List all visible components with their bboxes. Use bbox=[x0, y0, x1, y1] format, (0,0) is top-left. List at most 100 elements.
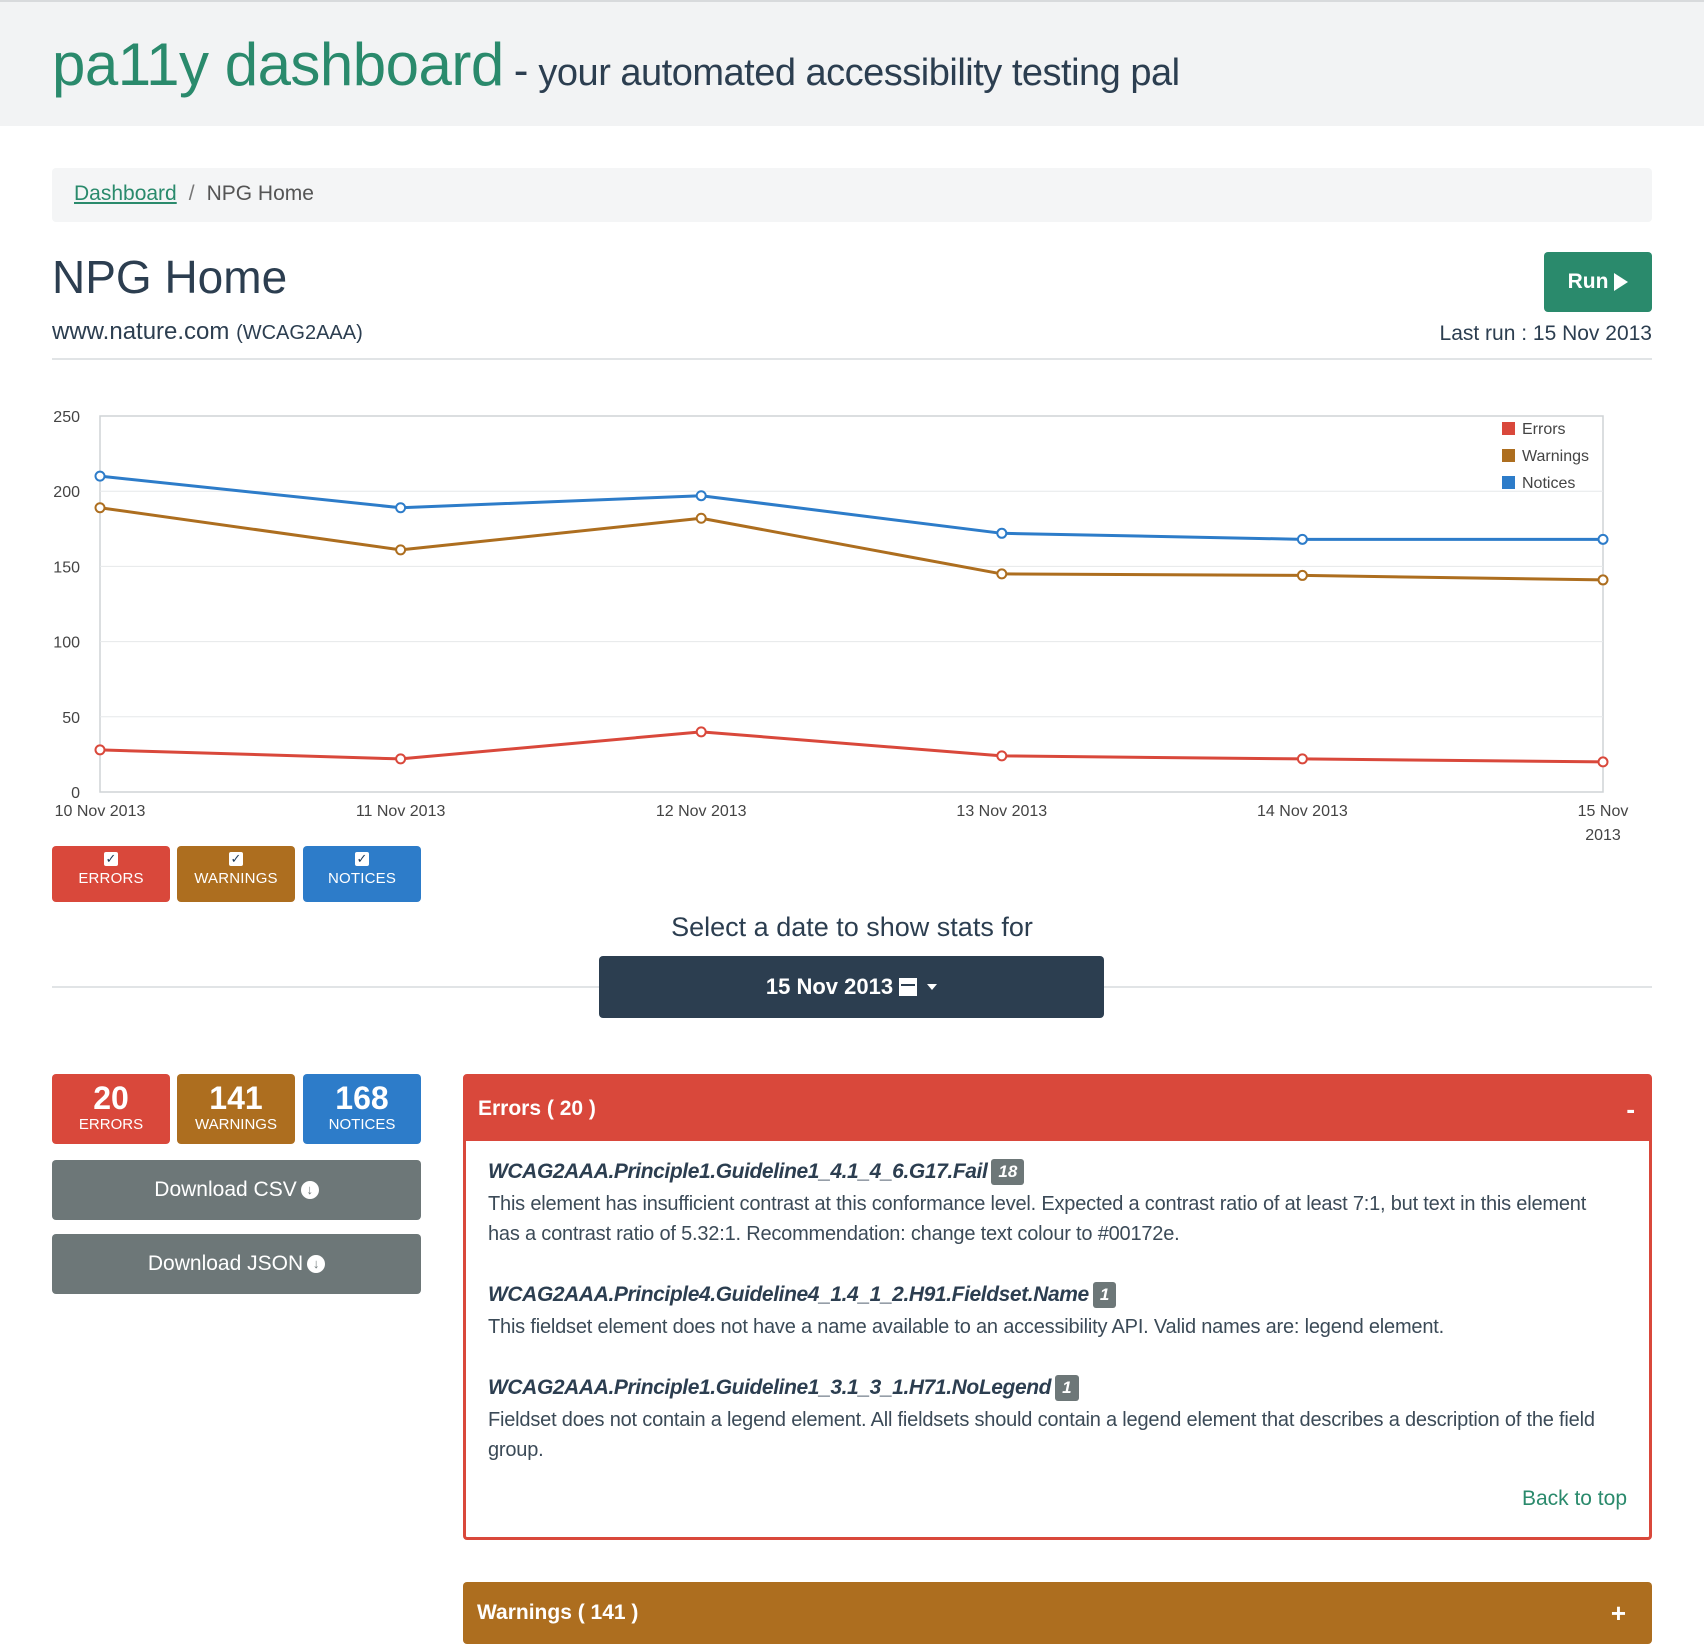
task-standard: (WCAG2AAA) bbox=[236, 322, 363, 344]
errors-count[interactable]: 20 ERRORS bbox=[52, 1074, 170, 1144]
issue-item: WCAG2AAA.Principle1.Guideline1_3.1_3_1.H… bbox=[488, 1375, 1613, 1465]
errors-count-value: 20 bbox=[93, 1080, 129, 1116]
warnings-legend-label: Warnings bbox=[1522, 448, 1589, 465]
y-tick-label: 150 bbox=[53, 559, 80, 576]
y-tick-label: 0 bbox=[71, 785, 80, 802]
errors-series-line bbox=[99, 730, 1604, 764]
breadcrumb-current: NPG Home bbox=[206, 182, 314, 205]
task-url: www.nature.com (WCAG2AAA) bbox=[52, 318, 363, 346]
errors-checkbox-icon[interactable]: ✓ bbox=[104, 851, 118, 866]
issue-code: WCAG2AAA.Principle1.Guideline1_4.1_4_6.G… bbox=[488, 1160, 988, 1183]
results-chart: 0 50 100 150 200 250 10 Nov 2013 11 Nov 2013 12… bbox=[53, 409, 1629, 844]
issue-count-badge: 18 bbox=[991, 1159, 1025, 1185]
issue-item: WCAG2AAA.Principle4.Guideline4_1.4_1_2.H… bbox=[488, 1282, 1613, 1342]
warnings-checkbox-icon[interactable]: ✓ bbox=[229, 851, 243, 866]
errors-panel: Errors ( 20 ) - WCAG2AAA.Principle1.Guid… bbox=[463, 1074, 1652, 1540]
notices-legend-swatch bbox=[1502, 476, 1515, 489]
warnings-data-point bbox=[695, 512, 707, 524]
chart-grid bbox=[99, 415, 1604, 793]
notices-data-point bbox=[1296, 533, 1308, 545]
brand-tagline: your automated accessibility testing pal bbox=[538, 52, 1180, 94]
errors-legend-swatch bbox=[1502, 422, 1515, 435]
issue-code: WCAG2AAA.Principle1.Guideline1_3.1_3_1.H… bbox=[488, 1376, 1052, 1399]
play-icon bbox=[1614, 273, 1629, 291]
warnings-data-point bbox=[996, 568, 1008, 580]
run-button-label: Run bbox=[1567, 270, 1609, 293]
notices-checkbox-icon[interactable]: ✓ bbox=[355, 851, 369, 866]
brand: pa11y dashboard - your automated accessibi… bbox=[52, 30, 1180, 99]
issue-code: WCAG2AAA.Principle4.Guideline4_1.4_1_2.H… bbox=[488, 1283, 1089, 1306]
date-select-button[interactable]: 15 Nov 2013 bbox=[599, 956, 1104, 1018]
errors-data-point bbox=[1296, 753, 1308, 765]
errors-toggle-label: ERRORS bbox=[78, 870, 144, 887]
download-csv-button[interactable]: Download CSV ↓ bbox=[52, 1160, 421, 1220]
last-run: Last run : 15 Nov 2013 bbox=[1439, 322, 1652, 345]
notices-toggle[interactable]: ✓ NOTICES bbox=[303, 846, 421, 902]
issue-count-badge: 1 bbox=[1055, 1375, 1079, 1401]
x-tick-label: 13 Nov 2013 bbox=[956, 803, 1047, 820]
x-tick-label: 11 Nov 2013 bbox=[356, 803, 446, 820]
errors-data-point bbox=[1597, 756, 1609, 768]
notices-toggle-label: NOTICES bbox=[327, 870, 397, 887]
warnings-count-label: WARNINGS bbox=[195, 1116, 277, 1133]
collapse-icon[interactable]: - bbox=[1626, 1093, 1635, 1124]
warnings-panel-title: Warnings ( 141 ) bbox=[477, 1601, 639, 1624]
warnings-count-value: 141 bbox=[209, 1080, 263, 1116]
errors-count-label: ERRORS bbox=[78, 1116, 144, 1133]
expand-icon[interactable]: + bbox=[1610, 1597, 1626, 1628]
warnings-series-line bbox=[99, 506, 1604, 582]
brand-separator: - bbox=[513, 46, 529, 95]
warnings-data-point bbox=[1597, 574, 1609, 586]
errors-data-point bbox=[996, 750, 1008, 762]
errors-data-point bbox=[395, 753, 407, 765]
notices-count-label: NOTICES bbox=[328, 1116, 396, 1133]
issue-message: This fieldset element does not have a na… bbox=[488, 1316, 1444, 1338]
calendar-icon bbox=[899, 978, 918, 996]
errors-legend-label: Errors bbox=[1522, 421, 1566, 438]
notices-count-value: 168 bbox=[335, 1080, 389, 1116]
back-to-top-link[interactable]: Back to top bbox=[1521, 1487, 1627, 1510]
warnings-count[interactable]: 141 WARNINGS bbox=[177, 1074, 295, 1144]
breadcrumb: Dashboard / NPG Home bbox=[52, 168, 1652, 222]
divider bbox=[52, 358, 1652, 360]
y-tick-label: 250 bbox=[53, 409, 80, 426]
y-tick-label: 200 bbox=[53, 484, 80, 501]
download-icon: ↓ bbox=[300, 1181, 319, 1199]
breadcrumb-dashboard-link[interactable]: Dashboard bbox=[74, 182, 177, 205]
errors-data-point bbox=[695, 726, 707, 738]
warnings-toggle-label: WARNINGS bbox=[194, 870, 278, 887]
breadcrumb-separator: / bbox=[188, 182, 195, 205]
issue-count-badge: 1 bbox=[1092, 1282, 1117, 1308]
warnings-panel-header[interactable]: Warnings ( 141 ) + bbox=[463, 1582, 1652, 1644]
errors-panel-header[interactable]: Errors ( 20 ) - bbox=[466, 1077, 1649, 1141]
task-url-text: www.nature.com bbox=[52, 318, 230, 345]
notices-data-point bbox=[395, 502, 407, 514]
x-tick-label: 15 Nov bbox=[1578, 803, 1629, 820]
x-tick-label: 14 Nov 2013 bbox=[1257, 803, 1348, 820]
issue-item: WCAG2AAA.Principle1.Guideline1_4.1_4_6.G… bbox=[488, 1159, 1613, 1249]
warnings-data-point bbox=[395, 544, 407, 556]
download-icon: ↓ bbox=[307, 1255, 326, 1273]
x-tick-label: 2013 bbox=[1585, 827, 1621, 844]
notices-count[interactable]: 168 NOTICES bbox=[303, 1074, 421, 1144]
page-title: NPG Home bbox=[52, 251, 288, 303]
errors-toggle[interactable]: ✓ ERRORS bbox=[52, 846, 170, 902]
x-tick-label: 12 Nov 2013 bbox=[656, 803, 747, 820]
issue-message: This element has insufficient contrast a… bbox=[488, 1193, 1587, 1245]
warnings-data-point bbox=[1296, 569, 1308, 581]
x-tick-label: 10 Nov 2013 bbox=[55, 803, 146, 820]
notices-series-line bbox=[99, 474, 1603, 541]
notices-data-point bbox=[695, 490, 707, 502]
run-button[interactable]: Run bbox=[1544, 252, 1652, 312]
chart-legend: Errors Warnings Notices bbox=[1502, 421, 1589, 492]
chart-x-axis: 10 Nov 2013 11 Nov 2013 12 Nov 2013 13 Nov … bbox=[55, 803, 1629, 844]
warnings-toggle[interactable]: ✓ WARNINGS bbox=[177, 846, 295, 902]
notices-data-point bbox=[996, 527, 1008, 539]
brand-name[interactable]: pa11y dashboard bbox=[52, 31, 504, 98]
download-csv-label: Download CSV bbox=[154, 1178, 297, 1201]
plot-border bbox=[99, 415, 1604, 793]
download-json-button[interactable]: Download JSON ↓ bbox=[52, 1234, 421, 1294]
download-json-label: Download JSON bbox=[147, 1252, 304, 1275]
warnings-data-point bbox=[94, 502, 106, 514]
caret-down-icon bbox=[927, 984, 938, 990]
